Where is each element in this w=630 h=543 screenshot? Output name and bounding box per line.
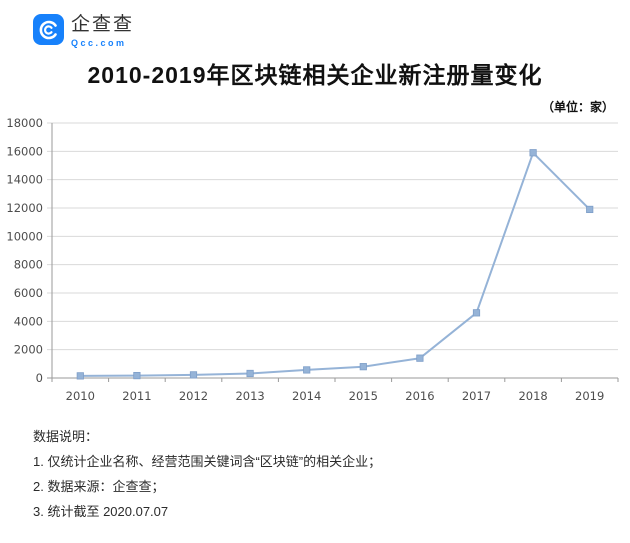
y-tick-label: 12000 (6, 201, 43, 215)
x-tick-label: 2013 (235, 389, 264, 403)
data-point-2014[interactable] (303, 366, 311, 374)
footer-heading: 数据说明： (33, 429, 99, 444)
y-tick-label: 10000 (6, 229, 43, 243)
y-tick-label: 0 (36, 371, 43, 385)
line-chart: 0 2000 4000 6000 8000 10000 12000 14000 16000 180… (6, 116, 619, 403)
y-tick-label: 14000 (6, 173, 43, 187)
x-tick-label: 2012 (179, 389, 208, 403)
x-tick-label: 2011 (122, 389, 151, 403)
x-tick-label: 2010 (66, 389, 95, 403)
data-point-2019[interactable] (586, 205, 594, 214)
y-gridlines: 0 2000 4000 6000 8000 10000 12000 14000 16000 180… (6, 116, 618, 385)
brand-domain: Qcc.com (71, 38, 127, 48)
y-tick-label: 18000 (6, 116, 43, 130)
data-point-2010[interactable] (76, 372, 84, 380)
y-tick-label: 16000 (6, 144, 43, 158)
page-title: 2010-2019年区块链相关企业新注册量变化 (87, 62, 543, 88)
brand-logo[interactable]: 企查查 Qcc.com (33, 14, 134, 48)
brand-text: 企查查 Qcc.com (71, 14, 134, 48)
data-point-2012[interactable] (189, 371, 198, 379)
x-tick-label: 2014 (292, 389, 321, 403)
y-tick-label: 2000 (14, 343, 43, 357)
x-tick-label: 2017 (462, 389, 491, 403)
x-tick-label: 2019 (575, 389, 604, 403)
x-ticks (51, 378, 619, 382)
series-line (80, 151, 591, 377)
footer-note: 2. 数据来源：企查查； (33, 479, 165, 494)
qcc-logo-icon (33, 14, 64, 45)
data-point-2018[interactable] (529, 149, 537, 157)
y-tick-label: 4000 (14, 314, 43, 328)
x-tick-labels: 2010 2011 2012 2013 2014 2015 2016 2017 2018 2019 (66, 389, 605, 403)
data-point-2013[interactable] (246, 369, 254, 378)
y-tick-label: 8000 (14, 258, 43, 272)
y-tick-label: 6000 (14, 286, 43, 300)
series-markers (76, 149, 594, 380)
qcc-c-glyph (39, 20, 57, 39)
data-point-2017[interactable] (472, 309, 481, 317)
data-point-2016[interactable] (416, 354, 424, 362)
footer-notes: 数据说明： 1. 仅统计企业名称、经营范围关键词含“区块链”的相关企业； 2. … (33, 424, 381, 524)
footer-note: 1. 仅统计企业名称、经营范围关键词含“区块链”的相关企业； (33, 454, 382, 469)
x-tick-label: 2016 (405, 389, 434, 403)
footer-note: 3. 统计截至 2020.07.07 (33, 504, 169, 519)
brand-name: 企查查 (71, 14, 135, 35)
data-point-2011[interactable] (133, 371, 141, 380)
unit-label: （单位：家） (541, 100, 614, 114)
data-point-2015[interactable] (359, 363, 367, 371)
x-tick-label: 2015 (349, 389, 378, 403)
x-tick-label: 2018 (518, 389, 547, 403)
